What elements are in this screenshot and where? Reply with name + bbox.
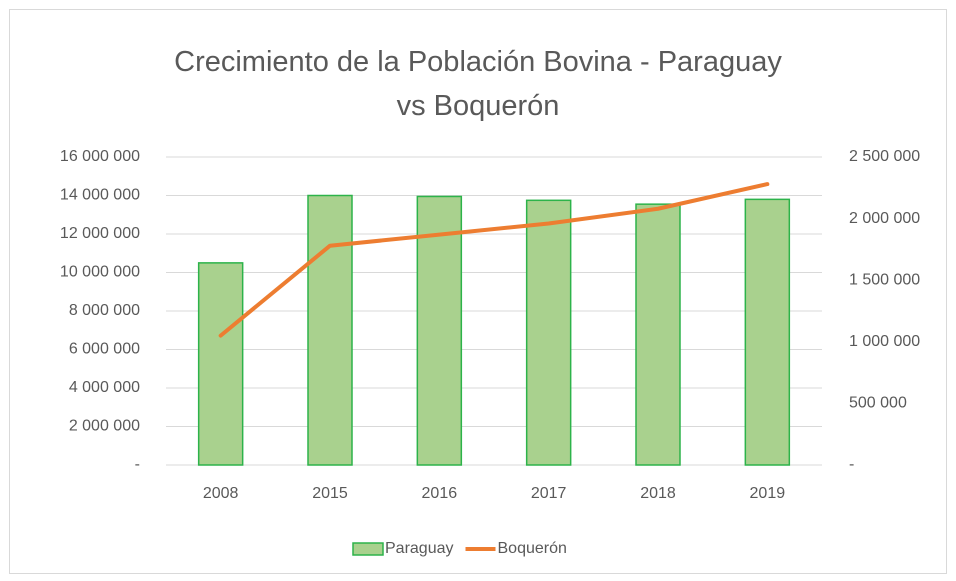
bar: [307, 194, 353, 466]
bar: [416, 195, 463, 466]
y-tick-label: 16 000 000: [60, 148, 140, 165]
legend-label: Paraguay: [385, 540, 454, 557]
x-tick-label: 2018: [640, 485, 676, 502]
y2-tick-label: 2 000 000: [849, 210, 920, 227]
chart-title: Crecimiento de la Población Bovina - Par…: [174, 46, 782, 122]
bar: [525, 199, 572, 466]
legend-swatch: [352, 542, 384, 556]
y-tick-label: 8 000 000: [69, 302, 140, 319]
y-tick-label: 10 000 000: [60, 264, 140, 281]
y-tick-label: 4 000 000: [69, 379, 140, 396]
line: [218, 182, 770, 338]
x-tick-label: 2015: [312, 485, 348, 502]
chart-frame: [9, 9, 947, 574]
x-tick-label: 2008: [203, 485, 239, 502]
y2-tick-label: -: [849, 456, 854, 473]
x-tick-label: 2016: [422, 485, 458, 502]
y-tick-label: -: [135, 456, 140, 473]
y-tick-label: 12 000 000: [60, 225, 140, 242]
y2-tick-label: 1 000 000: [849, 333, 920, 350]
y-tick-label: 6 000 000: [69, 341, 140, 358]
bar: [744, 198, 791, 466]
x-tick-label: 2019: [750, 485, 786, 502]
legend-label: Boquerón: [498, 540, 567, 557]
y2-tick-label: 1 500 000: [849, 271, 920, 288]
y2-tick-label: 2 500 000: [849, 148, 920, 165]
bar: [635, 203, 681, 466]
y-tick-label: 2 000 000: [69, 418, 140, 435]
y2-tick-label: 500 000: [849, 395, 907, 412]
bar: [197, 262, 244, 466]
x-tick-label: 2017: [531, 485, 567, 502]
y-tick-label: 14 000 000: [60, 187, 140, 204]
